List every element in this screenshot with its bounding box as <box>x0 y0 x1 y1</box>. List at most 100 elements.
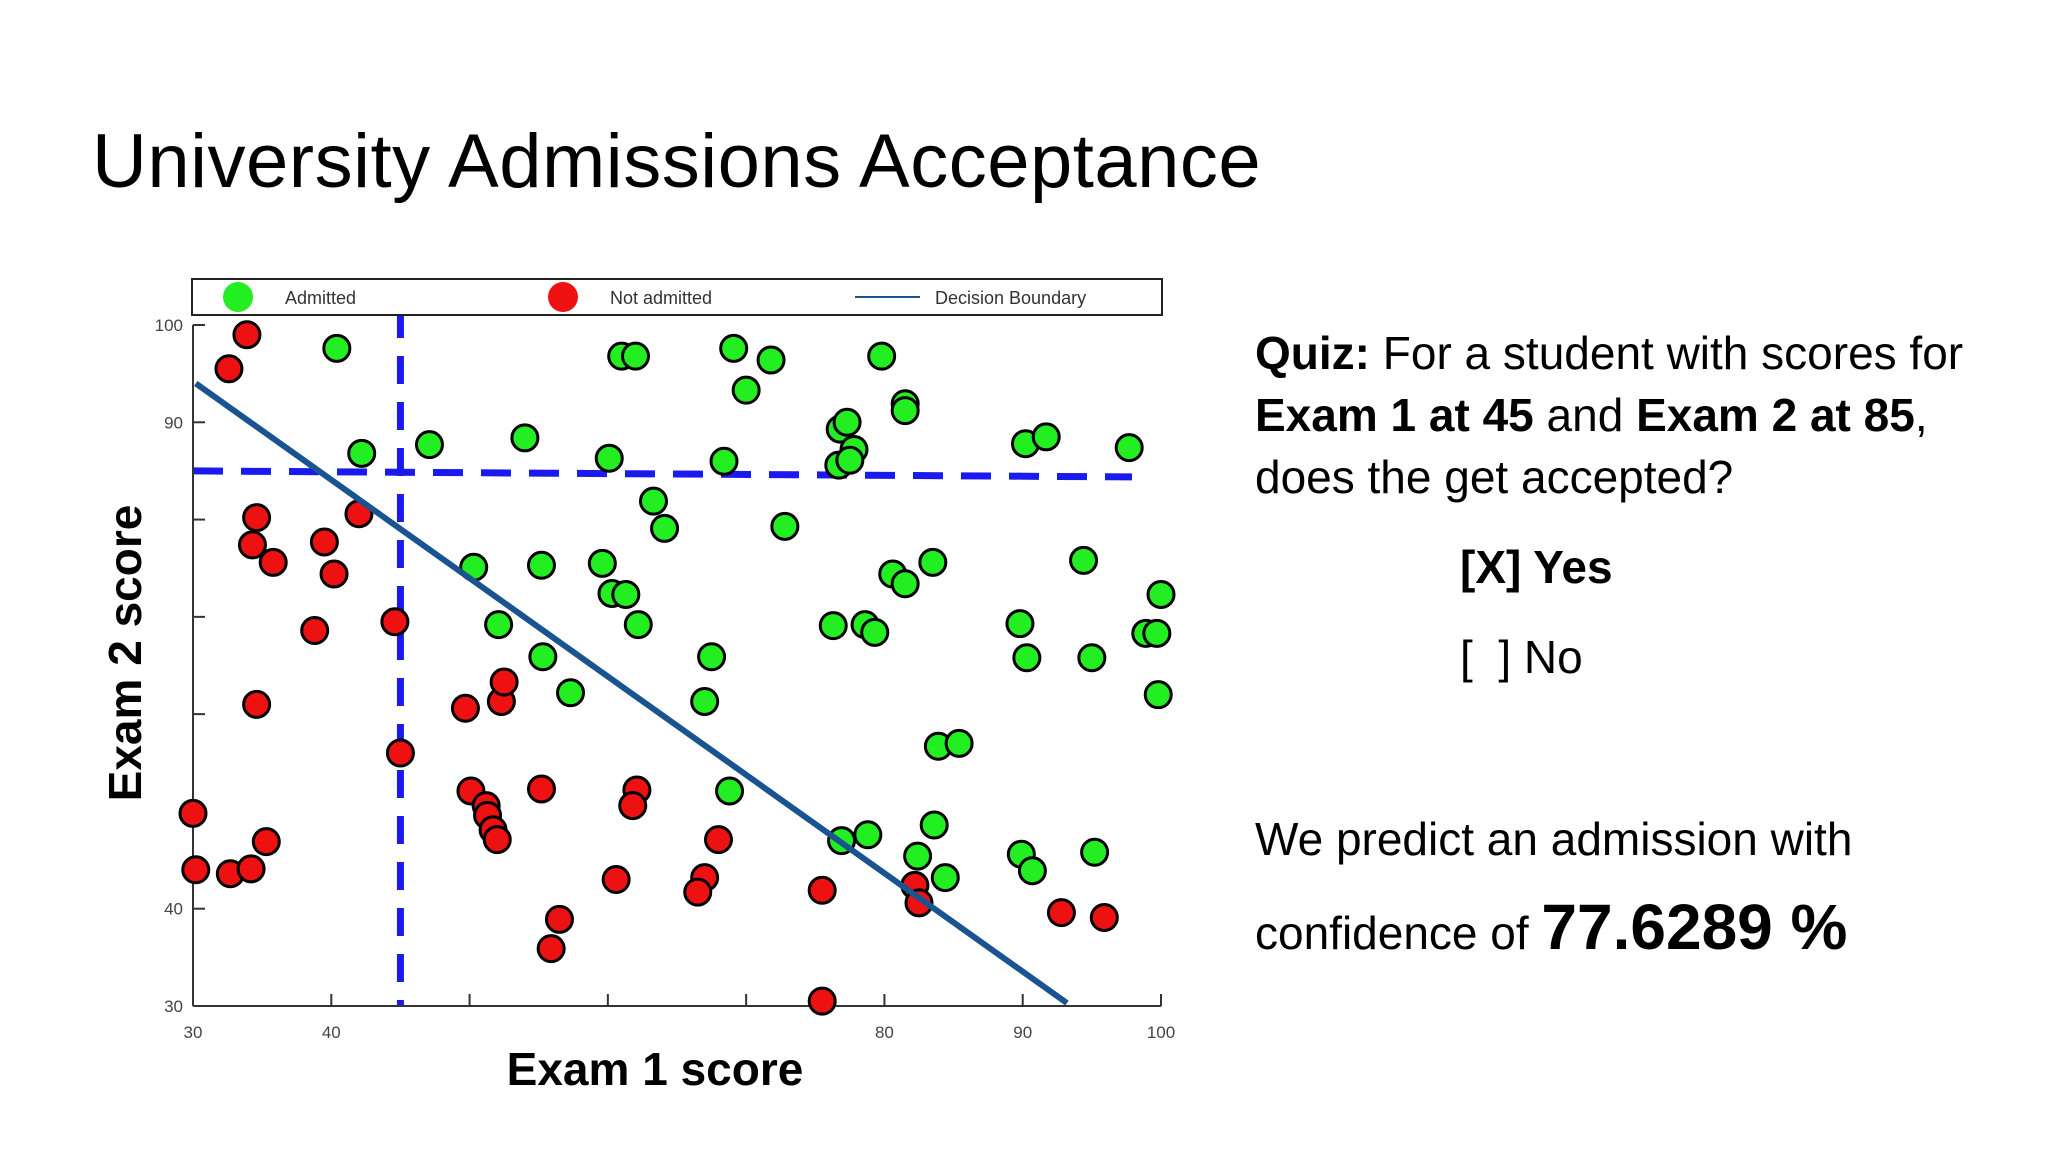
admitted-point <box>818 611 848 641</box>
y-tick-label: 90 <box>164 413 183 432</box>
admitted-point <box>1114 433 1144 463</box>
admitted-point <box>835 445 865 475</box>
not-admitted-point <box>309 527 339 557</box>
admitted-point <box>731 375 761 405</box>
admitted-point <box>1080 837 1110 867</box>
admitted-point <box>890 569 920 599</box>
legend-marker <box>548 282 578 312</box>
prediction-statement: We predict an admission with confidence … <box>1255 795 2035 977</box>
quiz-question: Quiz: For a student with scores for Exam… <box>1255 322 2035 508</box>
legend-box <box>191 278 1163 316</box>
quiz-option-no[interactable]: [ ] No <box>1460 631 1583 683</box>
admitted-point <box>1017 856 1047 886</box>
not-admitted-point <box>526 774 556 804</box>
admitted-point <box>556 678 586 708</box>
admitted-point <box>526 550 556 580</box>
admitted-point <box>1146 579 1176 609</box>
admitted-point <box>756 345 786 375</box>
data-points <box>178 320 1176 1016</box>
admitted-point <box>944 728 974 758</box>
admitted-point <box>484 610 514 640</box>
quiz-exam1-value: Exam 1 at 45 <box>1255 389 1534 441</box>
not-admitted-point <box>536 934 566 964</box>
quiz-label: Quiz: <box>1255 327 1370 379</box>
admitted-point <box>903 841 933 871</box>
admitted-point <box>832 407 862 437</box>
admitted-point <box>1142 618 1172 648</box>
not-admitted-point <box>482 825 512 855</box>
admitted-point <box>1031 422 1061 452</box>
not-admitted-point <box>544 904 574 934</box>
x-tick-label: 80 <box>875 1023 894 1042</box>
not-admitted-point <box>237 530 267 560</box>
decision-boundary <box>194 380 1069 1006</box>
admitted-point <box>860 617 890 647</box>
x-tick-label: 100 <box>1147 1023 1175 1042</box>
legend-marker <box>223 282 253 312</box>
admitted-point <box>587 548 617 578</box>
not-admitted-point <box>232 320 262 350</box>
admitted-point <box>770 511 800 541</box>
admitted-point <box>611 579 641 609</box>
admitted-point <box>528 642 558 672</box>
admitted-point <box>510 423 540 453</box>
not-admitted-point <box>489 667 519 697</box>
not-admitted-point <box>178 798 208 828</box>
not-admitted-point <box>181 855 211 885</box>
quiz-text-1: For a student with scores for <box>1369 327 1964 379</box>
admitted-point <box>1005 609 1035 639</box>
not-admitted-point <box>450 693 480 723</box>
x-axis-label: Exam 1 score <box>507 1043 804 1095</box>
not-admitted-point <box>251 827 281 857</box>
y-tick-label: 30 <box>164 997 183 1016</box>
not-admitted-point <box>214 354 244 384</box>
x-tick-label: 40 <box>322 1023 341 1042</box>
x-tick-label: 30 <box>184 1023 203 1042</box>
admitted-point <box>638 486 668 516</box>
scatter-chart: 30 40 80 90 100 30 40 90 100 Admitted Not admitte… <box>99 278 1176 1095</box>
admitted-point <box>1069 545 1099 575</box>
admitted-point <box>715 776 745 806</box>
admitted-point <box>918 547 948 577</box>
admitted-point <box>690 686 720 716</box>
not-admitted-point <box>601 865 631 895</box>
admitted-point <box>1012 643 1042 673</box>
chart-axes: 30 40 80 90 100 30 40 90 100 <box>155 316 1176 1042</box>
admitted-point <box>347 438 377 468</box>
admitted-point <box>594 443 624 473</box>
admitted-point <box>930 863 960 893</box>
not-admitted-point <box>703 825 733 855</box>
not-admitted-point <box>236 854 266 884</box>
not-admitted-point <box>300 615 330 645</box>
not-admitted-point <box>683 877 713 907</box>
not-admitted-point <box>1046 898 1076 928</box>
y-tick-label: 100 <box>155 316 183 335</box>
not-admitted-point <box>618 791 648 821</box>
admitted-point <box>919 810 949 840</box>
not-admitted-point <box>319 559 349 589</box>
not-admitted-point <box>258 547 288 577</box>
prediction-text: We predict an admission with confidence … <box>1255 813 1853 959</box>
admitted-point <box>890 396 920 426</box>
admitted-point <box>867 341 897 371</box>
not-admitted-point <box>807 986 837 1016</box>
admitted-point <box>709 446 739 476</box>
not-admitted-point <box>385 738 415 768</box>
admitted-point <box>1143 680 1173 710</box>
legend-label: Admitted <box>285 288 356 308</box>
horizontal-guide-line <box>192 467 1133 481</box>
chart-legend: Admitted Not admitted Decision Boundary <box>191 278 1163 316</box>
not-admitted-point <box>380 607 410 637</box>
quiz-exam2-value: Exam 2 at 85 <box>1636 389 1915 441</box>
guide-lines <box>192 310 1133 1006</box>
confidence-value: 77.6289 % <box>1541 891 1848 963</box>
quiz-option-yes[interactable]: [X] Yes <box>1460 541 1613 593</box>
not-admitted-point <box>1089 902 1119 932</box>
decision-boundary-line <box>194 380 1069 1006</box>
admitted-point <box>621 341 651 371</box>
admitted-point <box>623 610 653 640</box>
y-axis-label: Exam 2 score <box>99 505 151 802</box>
admitted-point <box>719 333 749 363</box>
quiz-text-2: and <box>1533 389 1637 441</box>
admitted-point <box>1077 643 1107 673</box>
